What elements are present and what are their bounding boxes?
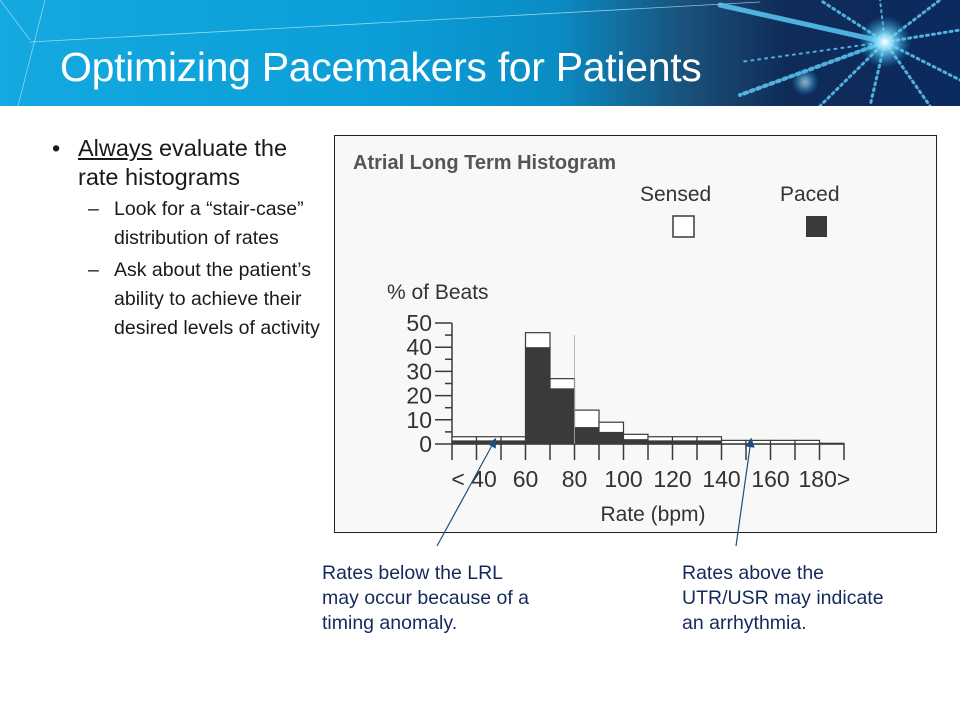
callout-line: UTR/USR may indicate xyxy=(682,587,884,609)
bar-paced xyxy=(550,388,575,444)
bar-paced xyxy=(525,347,550,444)
x-tick-label: 120 xyxy=(653,466,691,492)
sub-bullet-text: Ask about the patient’s ability to achie… xyxy=(114,259,320,339)
bar-paced xyxy=(599,431,624,444)
callout-line: Rates above the xyxy=(682,562,825,584)
x-axis-label: Rate (bpm) xyxy=(600,503,705,526)
histogram-chart: Atrial Long Term Histogram Sensed Paced % o… xyxy=(353,152,850,526)
dash-icon: – xyxy=(88,259,99,281)
dash-icon: – xyxy=(88,198,99,220)
bar-paced xyxy=(574,427,599,444)
legend-sensed-label: Sensed xyxy=(640,183,711,206)
y-tick-label: 10 xyxy=(406,407,432,433)
bar-paced xyxy=(697,440,722,444)
legend-paced-swatch-icon xyxy=(806,216,827,237)
y-tick-label: 50 xyxy=(406,310,432,336)
y-tick-label: 30 xyxy=(406,358,432,384)
legend-paced-label: Paced xyxy=(780,183,840,206)
callout-below-lrl: Rates below the LRL may occur because of… xyxy=(322,561,529,636)
sub-bullet: – Ask about the patient’s ability to ach… xyxy=(52,256,332,343)
bar-paced xyxy=(648,440,673,444)
callout-line: Rates below the LRL xyxy=(322,562,504,584)
sub-bullet: – Look for a “stair-case” distribution o… xyxy=(52,195,332,253)
callout-line: an arrhythmia. xyxy=(682,612,807,634)
x-tick-label: 140 xyxy=(702,466,740,492)
bar-paced xyxy=(452,440,477,444)
callout-line: may occur because of a xyxy=(322,587,530,609)
y-tick-label: 40 xyxy=(406,334,432,360)
bar-paced xyxy=(672,440,697,444)
x-tick-label: 60 xyxy=(513,466,539,492)
bullet-main-text: evaluate the rate histograms xyxy=(78,135,288,190)
x-tick-label: 180> xyxy=(798,466,850,492)
legend-sensed-swatch-icon xyxy=(672,215,695,238)
bar-paced xyxy=(623,439,648,444)
y-tick-label: 20 xyxy=(406,383,432,409)
arrow-left-icon xyxy=(436,437,497,547)
starburst-decoration-icon xyxy=(0,0,960,106)
y-tick-label: 0 xyxy=(419,431,432,457)
bullet-main: • Always evaluate the rate histograms xyxy=(52,134,332,192)
bullet-dot-icon: • xyxy=(52,135,61,161)
slide-title: Optimizing Pacemakers for Patients xyxy=(60,44,702,90)
bullet-emphasis: Always xyxy=(78,135,153,161)
x-tick-label: 100 xyxy=(604,466,642,492)
sub-bullet-text: Look for a “stair-case” distribution of … xyxy=(114,198,304,249)
chart-title: Atrial Long Term Histogram xyxy=(353,152,616,174)
callout-line: timing anomaly. xyxy=(322,612,458,634)
x-tick-label: 160 xyxy=(751,466,789,492)
callout-above-utr: Rates above the UTR/USR may indicate an … xyxy=(682,561,884,636)
y-axis-label: % of Beats xyxy=(387,281,489,304)
slide-header-banner: Optimizing Pacemakers for Patients xyxy=(0,0,960,106)
bullet-list: • Always evaluate the rate histograms – … xyxy=(52,134,332,343)
x-tick-label: 80 xyxy=(562,466,588,492)
bar-paced xyxy=(501,440,526,444)
arrow-right-icon xyxy=(735,437,755,547)
histogram-image: Atrial Long Term Histogram Sensed Paced % o… xyxy=(334,135,937,533)
